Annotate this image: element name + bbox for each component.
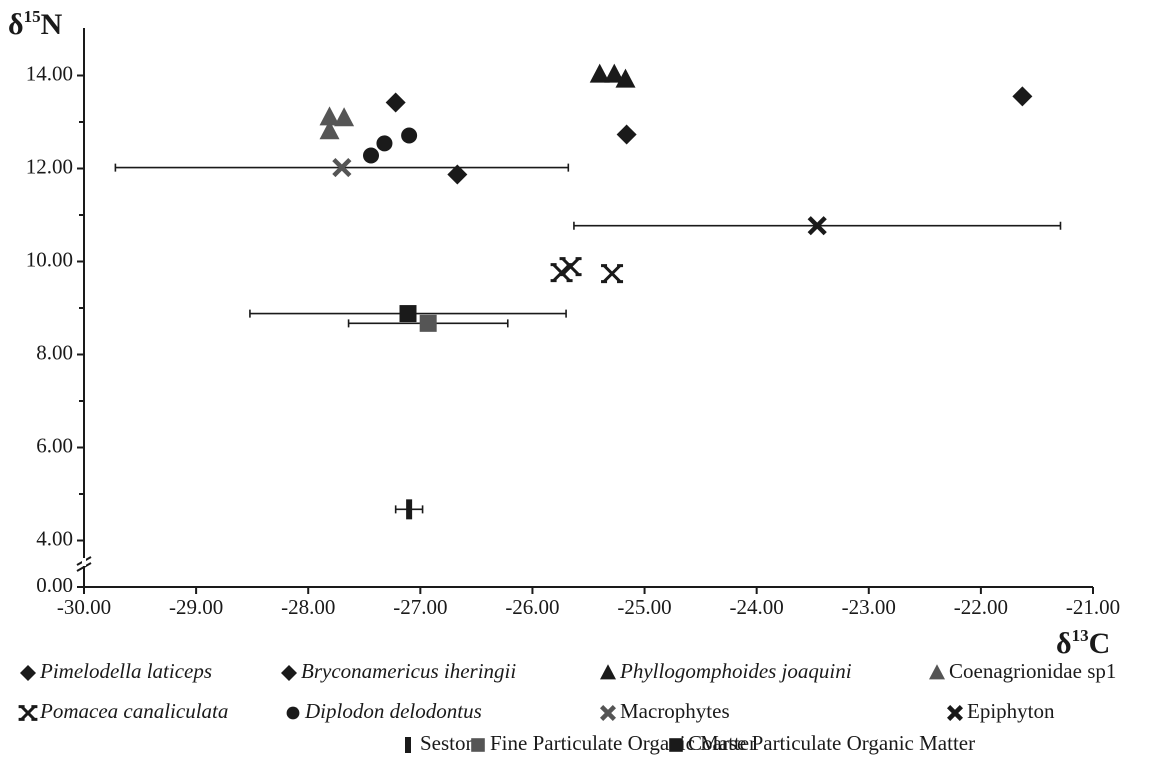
legend-label: Coenagrionidae sp1: [949, 659, 1116, 683]
triangle-marker: [615, 68, 636, 88]
triangle-marker: [600, 664, 616, 680]
x-label-part: δ: [1056, 627, 1072, 660]
legend-label: Macrophytes: [620, 699, 730, 723]
axis-break-gap: [82, 558, 86, 566]
cross-marker: [332, 157, 352, 178]
x-tick-label: -28.00: [281, 595, 335, 619]
triangle-marker: [604, 63, 625, 83]
triangle-marker: [334, 107, 355, 127]
y-tick-label: 0.00: [36, 573, 73, 597]
legend-label: Phyllogomphoides joaquini: [619, 659, 852, 683]
circle-marker: [401, 127, 418, 144]
bar-marker: [405, 737, 411, 753]
cross-marker: [600, 705, 616, 721]
diamond-marker: [616, 124, 637, 145]
y-tick-label: 4.00: [36, 526, 73, 550]
diamond-marker: [385, 92, 406, 113]
square-marker: [471, 738, 485, 752]
legend-label: Diplodon delodontus: [304, 699, 482, 723]
x-label-part: 13: [1072, 626, 1089, 645]
triangle-marker: [319, 106, 340, 126]
triangle-marker: [319, 120, 340, 140]
x-tick-label: -27.00: [393, 595, 447, 619]
x-tick-label: -26.00: [505, 595, 559, 619]
y-tick-label: 8.00: [36, 340, 73, 364]
x-tick-label: -24.00: [730, 595, 784, 619]
diamond-marker: [447, 164, 468, 185]
legend-label: Seston: [420, 731, 477, 755]
circle-marker: [363, 147, 380, 164]
y-axis-label: δ15N: [8, 7, 63, 41]
triangle-marker: [589, 63, 610, 83]
diamond-marker: [1012, 86, 1033, 107]
y-label-part: N: [41, 8, 63, 41]
y-tick-label: 12.00: [26, 154, 73, 178]
legend-label: Coarse Particulate Organic Matter: [688, 731, 975, 755]
x-tick-label: -25.00: [617, 595, 671, 619]
legend-label: Pomacea canaliculata: [39, 699, 228, 723]
x-tick-label: -30.00: [57, 595, 111, 619]
y-tick-label: 14.00: [26, 61, 73, 85]
y-tick-label: 6.00: [36, 433, 73, 457]
legend-label: Fine Particulate Organic Matter: [490, 731, 756, 755]
legend-label: Epiphyton: [967, 699, 1055, 723]
x-tick-label: -29.00: [169, 595, 223, 619]
star-marker: [18, 705, 38, 721]
diamond-marker: [281, 665, 297, 681]
y-label-part: δ: [8, 8, 24, 41]
legend-label: Bryconamericus iheringii: [301, 659, 516, 683]
bar-marker: [406, 499, 413, 520]
diamond-marker: [20, 665, 36, 681]
cross-marker: [947, 705, 963, 721]
x-label-part: C: [1089, 627, 1111, 660]
x-tick-label: -21.00: [1066, 595, 1120, 619]
x-tick-label: -23.00: [842, 595, 896, 619]
legend-label: Pimelodella laticeps: [39, 659, 212, 683]
x-axis-label: δ13C: [1056, 626, 1110, 660]
square-marker: [669, 738, 683, 752]
square-marker: [399, 305, 417, 323]
y-label-part: 15: [24, 7, 41, 26]
star-marker: [601, 264, 624, 284]
triangle-marker: [929, 664, 945, 680]
cross-marker: [807, 216, 827, 236]
circle-marker: [376, 135, 393, 152]
star-marker: [559, 257, 582, 277]
square-marker: [419, 314, 437, 332]
circle-marker: [286, 706, 300, 720]
y-tick-label: 10.00: [26, 247, 73, 271]
x-tick-label: -22.00: [954, 595, 1008, 619]
